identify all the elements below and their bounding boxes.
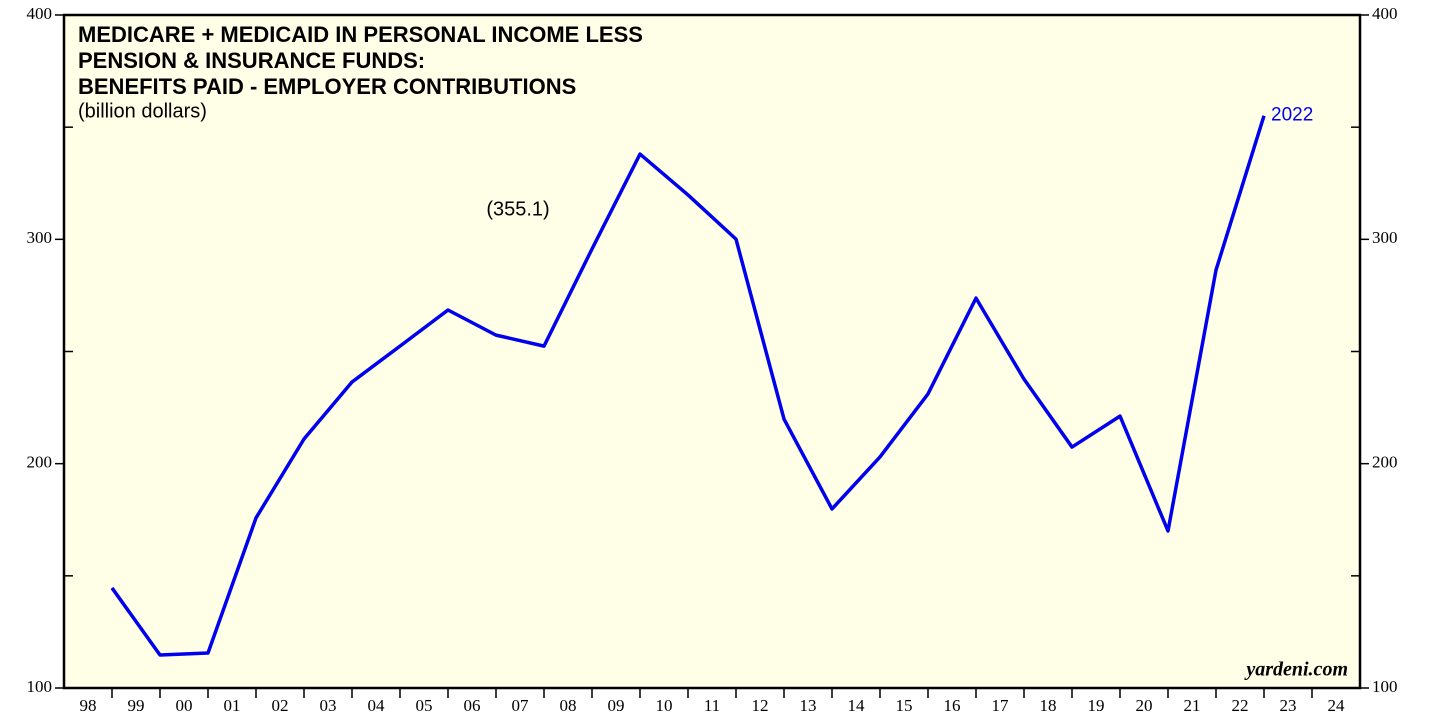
title-line: BENEFITS PAID - EMPLOYER CONTRIBUTIONS [78, 74, 576, 99]
y-tick-label: 100 [1372, 677, 1398, 696]
title-line: MEDICARE + MEDICAID IN PERSONAL INCOME L… [78, 22, 643, 47]
x-tick-label: 21 [1184, 696, 1201, 715]
source: yardeni.com [1244, 659, 1348, 681]
x-tick-label: 05 [416, 696, 433, 715]
plot-area [62, 13, 1362, 690]
series-end-label: 2022 [1271, 105, 1313, 126]
x-tick-label: 99 [128, 696, 145, 715]
x-tick-label: 02 [272, 696, 289, 715]
x-tick-label: 20 [1136, 696, 1153, 715]
x-tick-label: 23 [1280, 696, 1297, 715]
title-line: PENSION & INSURANCE FUNDS: [78, 48, 425, 73]
x-tick-label: 24 [1328, 696, 1346, 715]
x-tick-label: 98 [80, 696, 97, 715]
y-tick-label: 200 [1372, 453, 1398, 472]
x-tick-label: 10 [656, 696, 673, 715]
y-tick-label: 300 [27, 228, 53, 247]
x-tick-label: 12 [752, 696, 769, 715]
x-tick-label: 16 [944, 696, 961, 715]
x-tick-label: 04 [368, 696, 386, 715]
x-tick-label: 22 [1232, 696, 1249, 715]
x-tick-label: 11 [704, 696, 720, 715]
x-tick-label: 19 [1088, 696, 1105, 715]
x-tick-label: 14 [848, 696, 866, 715]
y-tick-label: 200 [27, 453, 53, 472]
y-tick-label: 400 [27, 4, 53, 23]
data-line [110, 115, 1266, 657]
x-tick-label: 15 [896, 696, 913, 715]
annotation: (355.1) [486, 198, 549, 220]
y-tick-label: 300 [1372, 228, 1398, 247]
x-tick-label: 17 [992, 696, 1010, 715]
x-tick-label: 03 [320, 696, 337, 715]
x-tick-label: 01 [224, 696, 241, 715]
x-tick-label: 13 [800, 696, 817, 715]
x-tick-label: 08 [560, 696, 577, 715]
x-tick-label: 06 [464, 696, 481, 715]
x-tick-label: 00 [176, 696, 193, 715]
subtitle: (billion dollars) [78, 100, 207, 122]
y-tick-label: 400 [1372, 4, 1398, 23]
x-tick-label: 07 [512, 696, 530, 715]
x-tick-label: 09 [608, 696, 625, 715]
y-tick-label: 100 [27, 677, 53, 696]
x-tick-label: 18 [1040, 696, 1057, 715]
